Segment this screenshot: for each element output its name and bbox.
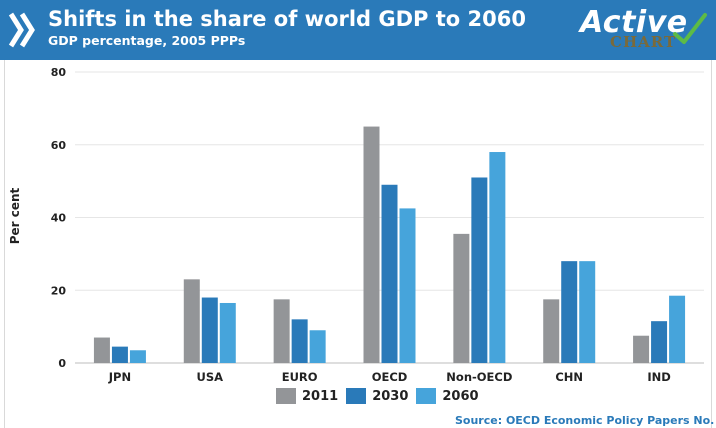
legend-swatch-2011 (276, 388, 296, 404)
bar-2030-ind (651, 321, 668, 363)
logo-wordmark: Active (580, 5, 688, 40)
source-note: Source: OECD Economic Policy Papers No. … (455, 414, 716, 427)
y-tick-label: 60 (51, 139, 67, 152)
logo-subtext: CHART (610, 33, 677, 51)
legend-item-2030: 2030 (346, 388, 408, 404)
bar-2060-jpn (129, 350, 146, 363)
legend: 2011 2030 2060 (276, 387, 487, 405)
bar-2011-euro (273, 299, 290, 363)
y-axis-label: Per cent (8, 187, 22, 245)
x-tick-label: CHN (555, 370, 583, 384)
bar-2011-non-oecd (453, 233, 470, 363)
y-tick-label: 40 (51, 212, 67, 225)
bar-2030-non-oecd (471, 177, 488, 363)
bar-2011-chn (543, 299, 560, 363)
bar-2011-ind (633, 335, 650, 363)
bar-2060-non-oecd (489, 152, 506, 363)
active-chart-logo: Active CHART (576, 5, 712, 54)
bar-2011-usa (183, 279, 200, 363)
bar-2060-oecd (399, 208, 416, 363)
bar-2030-usa (201, 297, 218, 363)
legend-swatch-2060 (416, 388, 437, 404)
x-tick-label: OECD (372, 370, 408, 384)
bar-2060-euro (309, 330, 326, 363)
x-tick-label: EURO (282, 370, 318, 384)
bar-2011-jpn (93, 337, 110, 363)
bar-2060-ind (669, 295, 686, 363)
chart-header: Shifts in the share of world GDP to 2060… (0, 0, 716, 60)
x-tick-label: Non-OECD (446, 370, 512, 384)
bar-2030-chn (561, 261, 578, 363)
bar-2011-oecd (363, 126, 380, 363)
chart-panel (4, 60, 712, 428)
legend-item-2060: 2060 (416, 388, 479, 404)
legend-swatch-2030 (346, 388, 367, 404)
y-tick-label: 20 (51, 284, 67, 297)
legend-label-2011: 2011 (302, 388, 339, 404)
bar-2060-usa (219, 302, 236, 363)
y-tick-label: 80 (51, 66, 67, 79)
x-tick-label: JPN (108, 370, 131, 384)
legend-label-2060: 2060 (442, 388, 479, 404)
bar-2030-jpn (111, 346, 128, 363)
legend-label-2030: 2030 (372, 388, 409, 404)
x-tick-label: USA (197, 370, 224, 384)
x-tick-label: IND (647, 370, 670, 384)
double-chevron-icon (8, 12, 35, 48)
y-tick-label: 0 (58, 357, 66, 370)
bar-2030-euro (291, 319, 308, 363)
legend-item-2011: 2011 (276, 388, 338, 404)
chart-subtitle: GDP percentage, 2005 PPPs (48, 33, 246, 48)
bar-2060-chn (579, 261, 596, 363)
chart-title: Shifts in the share of world GDP to 2060 (48, 7, 526, 31)
checkmark-icon (673, 13, 707, 44)
bar-2030-oecd (381, 184, 398, 363)
